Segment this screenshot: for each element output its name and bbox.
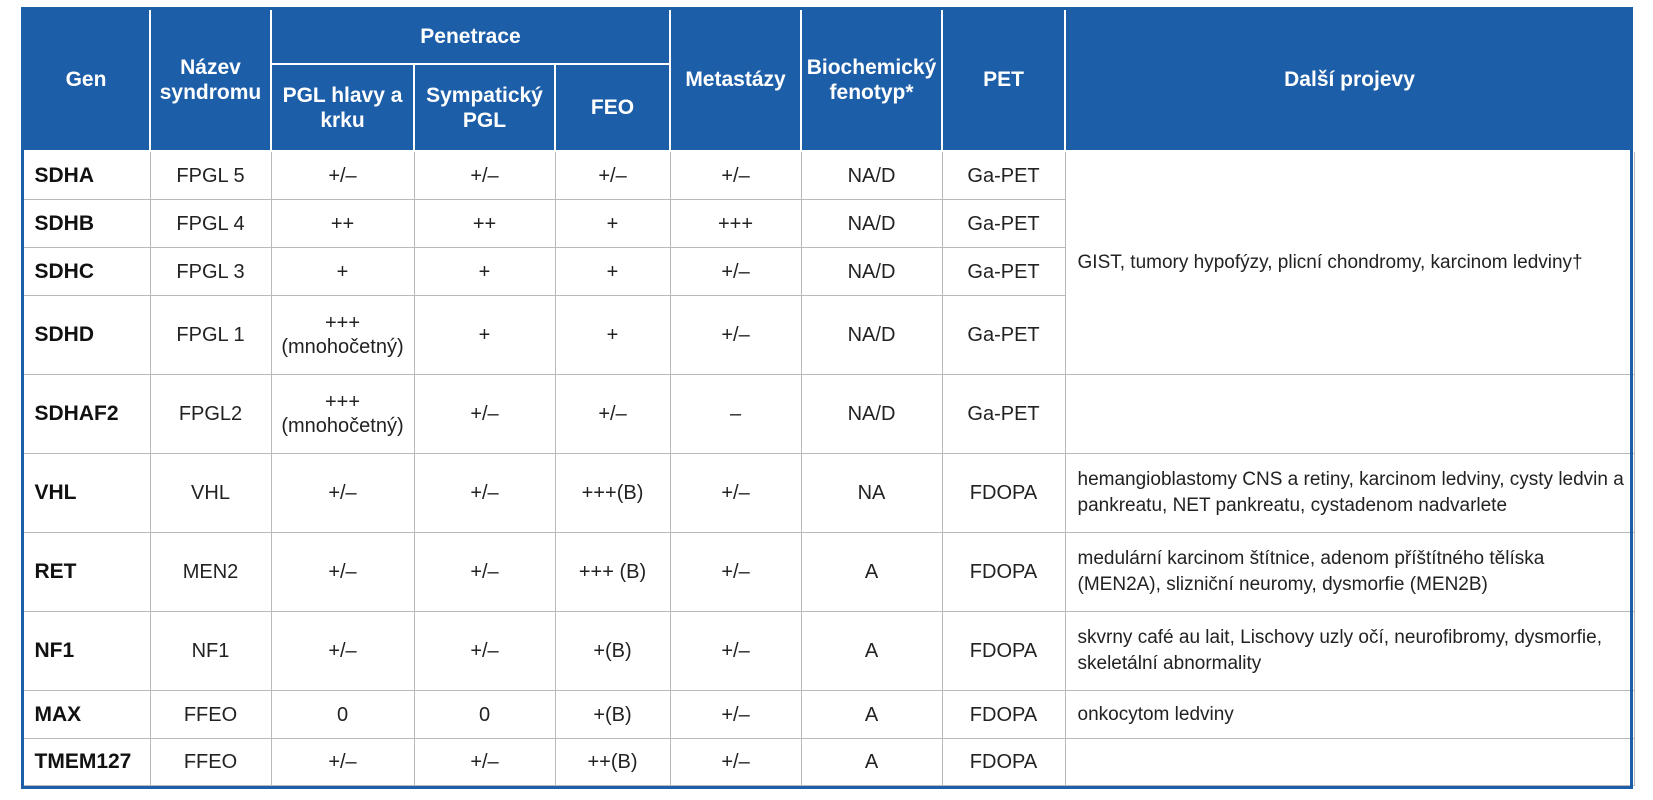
syndrome-cell: NF1 bbox=[149, 611, 272, 691]
header-sympaticky: Sympatický PGL bbox=[413, 63, 556, 152]
metastasis-cell: +/– bbox=[669, 738, 802, 786]
metastasis-cell: – bbox=[669, 374, 802, 454]
sympathetic-cell: +/– bbox=[413, 532, 556, 612]
table-row: VHL VHL +/– +/– +++(B) +/– NA FDOPA hema… bbox=[21, 453, 1635, 533]
sympathetic-cell: +/– bbox=[413, 611, 556, 691]
table-row: MAX FFEO 0 0 +(B) +/– A FDOPA onkocytom … bbox=[21, 690, 1635, 739]
syndrome-cell: FPGL 4 bbox=[149, 199, 272, 248]
metastasis-cell: +/– bbox=[669, 247, 802, 296]
header-dalsi-projevy: Další projevy bbox=[1064, 7, 1636, 152]
syndrome-cell: FFEO bbox=[149, 690, 272, 739]
biochem-cell: NA/D bbox=[800, 295, 943, 375]
header-pgl-hlavy: PGL hlavy a krku bbox=[270, 63, 415, 152]
feo-cell: +(B) bbox=[554, 690, 671, 739]
syndrome-cell: FPGL 3 bbox=[149, 247, 272, 296]
pgl-cell: +/– bbox=[270, 611, 415, 691]
metastasis-cell: +/– bbox=[669, 150, 802, 200]
feo-cell: + bbox=[554, 247, 671, 296]
header-feo: FEO bbox=[553, 63, 672, 152]
feo-cell: +++ (B) bbox=[554, 532, 671, 612]
pet-cell: Ga-PET bbox=[941, 150, 1066, 200]
pgl-cell: + bbox=[270, 247, 415, 296]
pet-cell: Ga-PET bbox=[941, 199, 1066, 248]
biochem-cell: NA/D bbox=[800, 150, 943, 200]
pgl-note: (mnohočetný) bbox=[281, 336, 404, 358]
gene-cell: SDHC bbox=[21, 247, 151, 296]
gene-table: Gen Název syndromu Penetrace Metastázy B… bbox=[21, 7, 1636, 786]
gene-cell: VHL bbox=[21, 453, 151, 533]
other-findings-cell: skvrny café au lait, Lischovy uzly očí, … bbox=[1064, 611, 1635, 691]
biochem-cell: A bbox=[800, 611, 943, 691]
metastasis-cell: +/– bbox=[669, 532, 802, 612]
pgl-cell: +/– bbox=[270, 532, 415, 612]
sympathetic-cell: +/– bbox=[413, 738, 556, 786]
pgl-cell: +++ (mnohočetný) bbox=[270, 374, 415, 454]
other-findings-cell bbox=[1064, 738, 1635, 786]
header-metastazy: Metastázy bbox=[669, 7, 803, 152]
table-body: SDHA FPGL 5 +/– +/– +/– +/– NA/D Ga-PET … bbox=[21, 150, 1635, 786]
table-row: SDHD FPGL 1 +++ (mnohočetný) + + +/– NA/D… bbox=[21, 295, 1634, 375]
pet-cell: Ga-PET bbox=[941, 374, 1066, 454]
pet-cell: FDOPA bbox=[941, 738, 1066, 786]
pgl-note: (mnohočetný) bbox=[281, 415, 404, 437]
syndrome-cell: FFEO bbox=[149, 738, 272, 786]
pet-cell: FDOPA bbox=[941, 611, 1066, 691]
metastasis-cell: +/– bbox=[669, 295, 802, 375]
pgl-value: +++ bbox=[324, 312, 361, 334]
biochem-cell: NA/D bbox=[800, 247, 943, 296]
gene-cell: SDHA bbox=[21, 150, 151, 200]
biochem-cell: A bbox=[800, 738, 943, 786]
table-row: RET MEN2 +/– +/– +++ (B) +/– A FDOPA med… bbox=[21, 532, 1635, 612]
sdh-other-findings-cell: GIST, tumory hypofýzy, plicní chondromy,… bbox=[1064, 150, 1635, 375]
header-gen: Gen bbox=[21, 7, 151, 152]
feo-cell: ++(B) bbox=[554, 738, 671, 786]
table-row: TMEM127 FFEO +/– +/– ++(B) +/– A FDOPA bbox=[21, 738, 1635, 786]
gene-cell: MAX bbox=[21, 690, 151, 739]
pet-cell: Ga-PET bbox=[941, 247, 1066, 296]
pgl-cell: +/– bbox=[270, 453, 415, 533]
pgl-cell: +/– bbox=[270, 738, 415, 786]
biochem-cell: A bbox=[800, 532, 943, 612]
sympathetic-cell: +/– bbox=[413, 150, 556, 200]
header-pet: PET bbox=[941, 7, 1067, 152]
biochem-cell: NA bbox=[800, 453, 943, 533]
pgl-value: +++ bbox=[324, 391, 361, 413]
other-findings-cell: medulární karcinom štítnice, adenom příš… bbox=[1064, 532, 1635, 612]
sympathetic-cell: +/– bbox=[413, 453, 556, 533]
feo-cell: + bbox=[554, 295, 671, 375]
biochem-cell: NA/D bbox=[800, 199, 943, 248]
table-row: SDHB FPGL 4 ++ ++ + +++ NA/D Ga-PET bbox=[21, 199, 1634, 248]
sympathetic-cell: + bbox=[413, 295, 556, 375]
gene-cell: SDHB bbox=[21, 199, 151, 248]
pet-cell: Ga-PET bbox=[941, 295, 1066, 375]
gene-cell: RET bbox=[21, 532, 151, 612]
sympathetic-cell: +/– bbox=[413, 374, 556, 454]
gene-cell: TMEM127 bbox=[21, 738, 151, 786]
table-row: SDHA FPGL 5 +/– +/– +/– +/– NA/D Ga-PET … bbox=[21, 150, 1635, 375]
pet-cell: FDOPA bbox=[941, 690, 1066, 739]
syndrome-cell: FPGL2 bbox=[149, 374, 272, 454]
syndrome-cell: VHL bbox=[149, 453, 272, 533]
feo-cell: +/– bbox=[554, 374, 671, 454]
table-frame bbox=[21, 7, 1633, 789]
syndrome-cell: MEN2 bbox=[149, 532, 272, 612]
feo-cell: +(B) bbox=[554, 611, 671, 691]
gene-cell: SDHAF2 bbox=[21, 374, 151, 454]
feo-cell: +/– bbox=[554, 150, 671, 200]
other-findings-cell: hemangioblastomy CNS a retiny, karcinom … bbox=[1064, 453, 1635, 533]
metastasis-cell: +/– bbox=[669, 453, 802, 533]
metastasis-cell: +/– bbox=[669, 690, 802, 739]
feo-cell: +++(B) bbox=[554, 453, 671, 533]
header-syndrom: Název syndromu bbox=[149, 7, 272, 152]
